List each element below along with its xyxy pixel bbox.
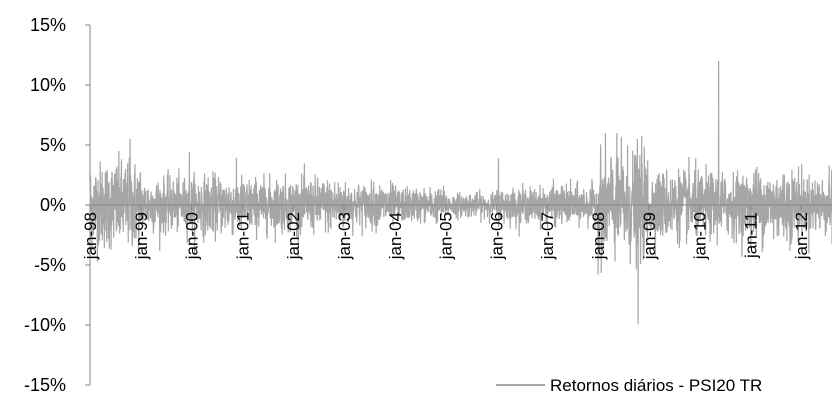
x-tick-label: jan-10 xyxy=(691,212,710,260)
x-tick-label: jan-09 xyxy=(640,212,659,260)
y-tick-label: 15% xyxy=(30,15,66,35)
x-tick-label: jan-04 xyxy=(386,212,405,260)
x-tick-label: jan-06 xyxy=(487,212,506,260)
legend-label: Retornos diários - PSI20 TR xyxy=(550,376,762,394)
series-retornos-diarios xyxy=(89,60,832,324)
x-tick-label: jan-12 xyxy=(792,212,811,260)
x-tick-label: jan-98 xyxy=(81,212,100,260)
series-line-retornos-diarios xyxy=(89,60,832,324)
y-tick-label: -10% xyxy=(24,315,66,335)
x-tick-label: jan-01 xyxy=(233,212,252,260)
x-tick-label: jan-05 xyxy=(437,212,456,260)
legend: Retornos diários - PSI20 TR xyxy=(496,376,762,394)
y-tick-label: -5% xyxy=(34,255,66,275)
y-tick-label: -15% xyxy=(24,375,66,394)
y-axis: 15% 10% 5% 0% -5% -10% -15% xyxy=(24,15,91,394)
x-tick-label: jan-99 xyxy=(132,212,151,260)
x-tick-label: jan-11 xyxy=(741,212,760,259)
y-tick-label: 0% xyxy=(40,195,66,215)
y-tick-label: 5% xyxy=(40,135,66,155)
x-axis: jan-98 jan-99 jan-00 jan-01 jan-02 jan-03 jan-… xyxy=(81,204,832,260)
x-tick-label: jan-03 xyxy=(335,212,354,260)
x-tick-label: jan-08 xyxy=(589,212,608,260)
x-tick-label: jan-02 xyxy=(284,212,303,260)
x-tick-label: jan-07 xyxy=(538,212,557,260)
x-tick-label: jan-00 xyxy=(183,212,202,260)
y-tick-label: 10% xyxy=(30,75,66,95)
